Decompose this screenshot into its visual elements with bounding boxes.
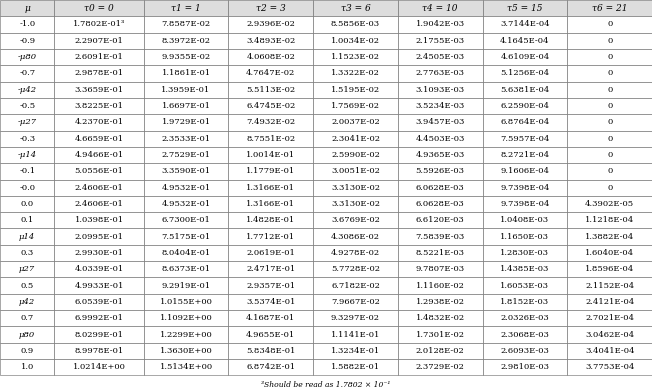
Text: ³Should be read as 1.7802 × 10⁻¹: ³Should be read as 1.7802 × 10⁻¹	[261, 381, 391, 389]
